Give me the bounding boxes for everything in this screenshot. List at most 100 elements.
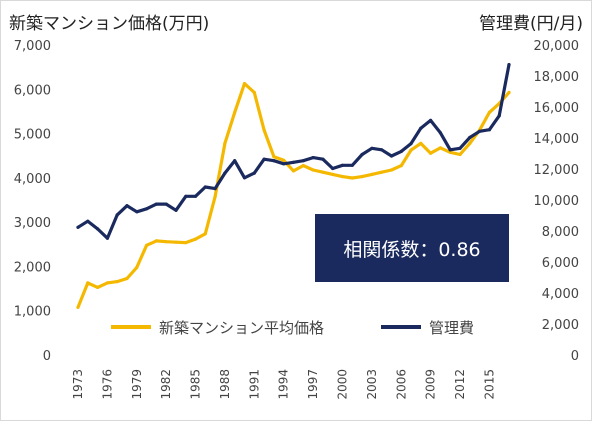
left-y-tick-label: 1,000 [14,305,51,320]
fee-data-point [76,225,80,229]
price-data-point [213,195,217,199]
fee-data-point [213,187,217,191]
fee-data-point [360,152,364,157]
x-tick-label: 1997 [306,369,320,400]
price-data-point [203,232,207,236]
x-tick-label: 1988 [218,369,232,400]
fee-data-point [262,157,266,161]
price-data-point [399,164,403,168]
price-data-point [184,241,188,245]
price-data-point [360,175,364,179]
left-y-tick-label: 4,000 [14,172,51,187]
price-data-point [282,158,286,162]
fee-data-point [291,160,296,164]
fee-data-point [272,159,276,163]
x-tick-label: 2015 [482,369,496,400]
fee-data-point [223,171,227,175]
fee-data-point [389,154,394,158]
x-tick-label: 1973 [71,369,85,400]
fee-data-point [164,202,168,206]
left-y-tick-label: 2,000 [14,260,51,275]
price-data-point [193,237,198,241]
fee-data-point [321,157,325,161]
price-data-point [321,170,325,174]
price-data-point [242,82,247,86]
x-tick-label: 1991 [247,369,261,400]
fee-data-point [203,185,207,189]
price-data-point [86,281,90,285]
price-data-point [487,110,491,114]
left-y-tick-label: 6,000 [14,83,51,98]
price-data-point [223,141,227,145]
fee-data-point [115,213,119,217]
right-y-tick-label: 12,000 [534,163,580,178]
x-tick-label: 2003 [365,369,379,400]
fee-data-point [507,63,511,67]
price-data-point [419,141,423,145]
right-y-tick-label: 4,000 [542,287,579,302]
price-data-point [174,240,178,244]
right-y-tick-label: 20,000 [534,39,580,54]
price-data-point [350,176,354,180]
fee-data-point [193,194,198,198]
price-data-point [154,239,158,243]
price-data-point [164,240,168,244]
fee-data-point [419,126,423,130]
price-data-point [468,141,472,145]
fee-data-point [429,118,433,122]
x-tick-label: 2000 [335,369,349,400]
left-y-tick-label: 5,000 [14,128,51,143]
fee-data-point [380,148,384,152]
price-data-point [291,169,296,173]
fee-data-point [340,163,345,167]
correlation-annotation-text: 相関係数：0.86 [343,239,480,261]
x-tick-label: 1982 [159,369,173,400]
price-data-point [272,155,276,159]
right-y-tick-label: 6,000 [542,256,579,271]
price-data-point [340,175,345,179]
correlation-annotation-box [315,214,509,282]
left-axis-title: 新築マンション価格(万円) [9,14,210,34]
fee-data-point [438,131,442,135]
fee-data-point [184,194,188,198]
price-data-point [105,281,109,285]
price-data-point [370,172,374,176]
fee-data-point [242,176,247,180]
price-data-point [389,168,394,172]
fee-data-point [409,142,413,146]
fee-data-point [282,162,286,166]
right-y-tick-label: 8,000 [542,225,579,240]
fee-data-point [487,128,491,132]
fee-data-point [350,163,354,167]
right-axis-title: 管理費(円/月) [479,14,583,34]
left-y-tick-label: 7,000 [14,39,51,54]
fee-data-point [105,236,109,240]
x-tick-label: 1985 [189,369,203,400]
left-y-tick-label: 0 [43,349,51,364]
fee-data-point [370,146,374,150]
price-data-point [448,150,452,154]
right-y-tick-label: 2,000 [542,318,579,333]
price-data-point [76,305,80,309]
x-tick-label: 1979 [130,369,144,400]
x-tick-label: 2006 [394,369,408,400]
fee-data-point [125,204,129,208]
fee-data-point [399,149,403,153]
x-tick-label: 1994 [277,369,291,400]
fee-data-point [154,202,158,206]
fee-data-point [233,159,237,163]
price-data-point [145,243,149,247]
price-data-point [115,280,119,284]
price-data-point [96,285,100,289]
price-data-point [262,128,266,132]
price-data-point [135,265,139,269]
fee-data-point [468,135,472,140]
fee-data-point [301,159,305,163]
fee-data-point [478,129,482,133]
fee-data-point [497,114,501,118]
right-y-tick-label: 0 [571,349,579,364]
price-data-point [331,172,335,176]
right-y-tick-label: 18,000 [534,70,580,85]
